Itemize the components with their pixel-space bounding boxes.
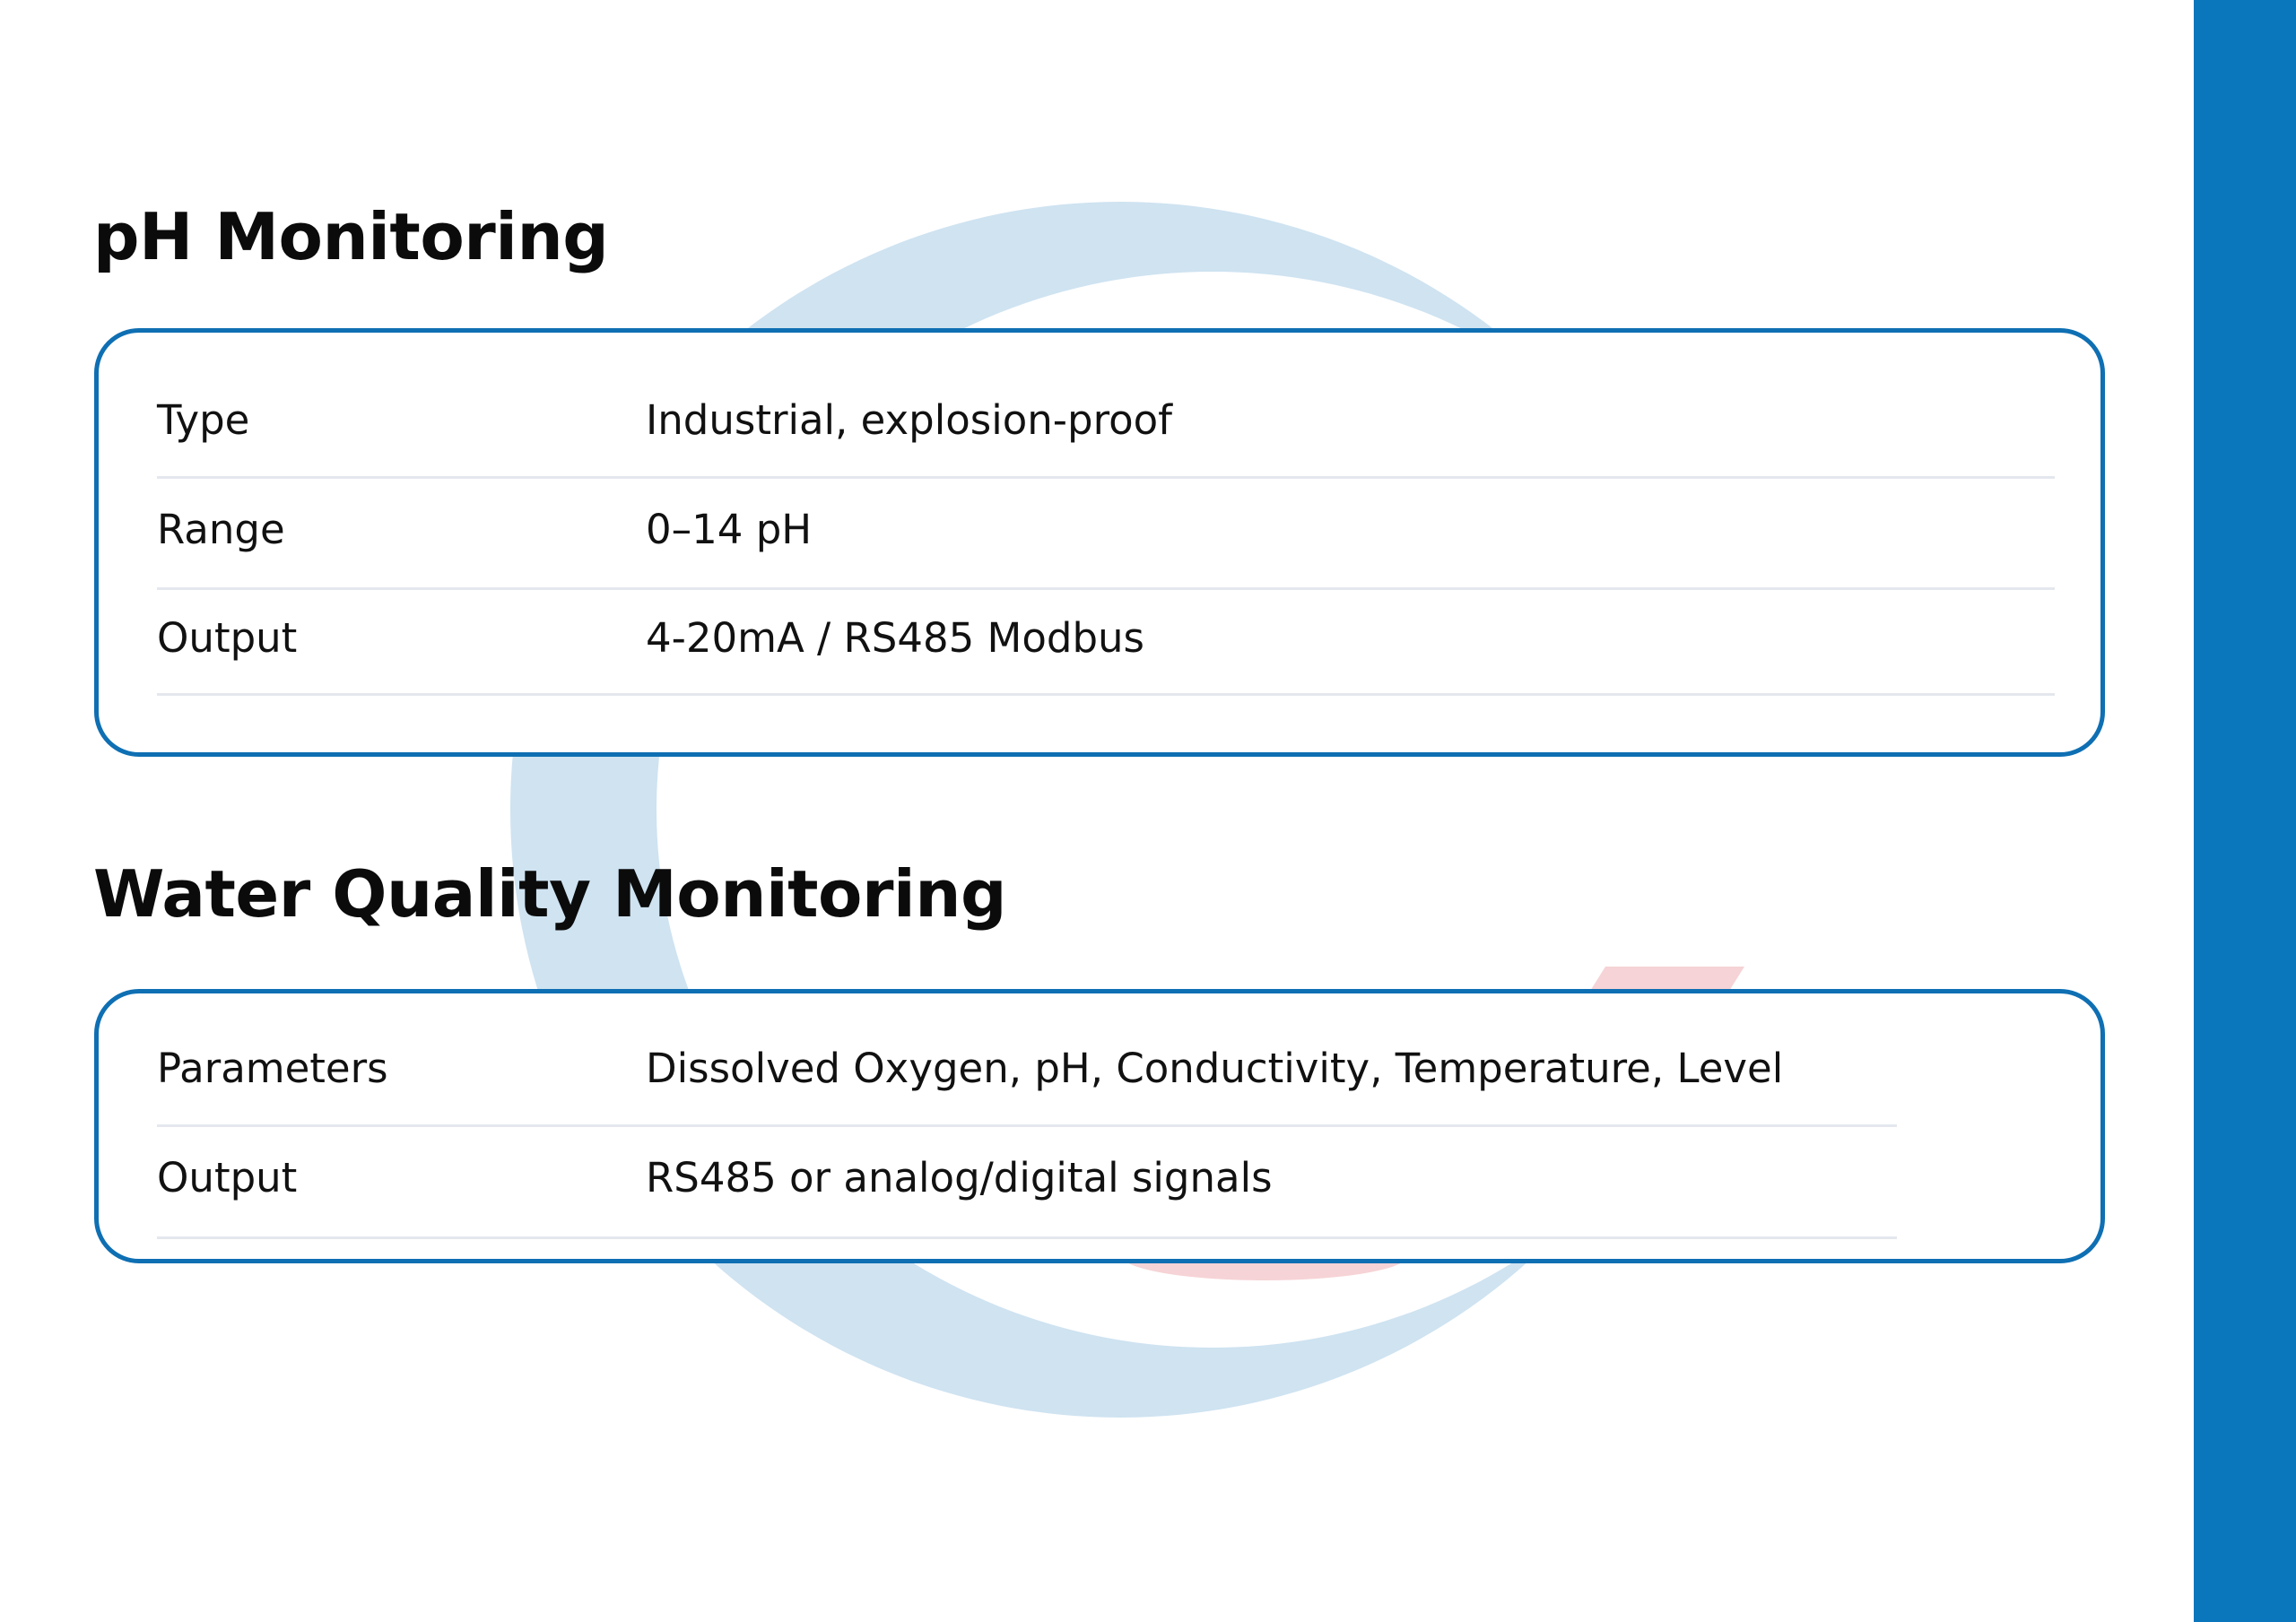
spec-label: Output	[157, 1154, 298, 1201]
spec-value: Industrial, explosion-proof	[646, 395, 1172, 444]
spec-row: Output RS485 or analog/digital signals	[157, 1127, 1897, 1239]
spec-label: Type	[157, 395, 250, 444]
spec-label: Range	[157, 505, 285, 553]
water-quality-spec-card: Parameters Dissolved Oxygen, pH, Conduct…	[94, 989, 2105, 1263]
spec-row: Parameters Dissolved Oxygen, pH, Conduct…	[157, 1019, 1897, 1127]
spec-row: Type Industrial, explosion-proof	[157, 371, 2055, 479]
spec-value: Dissolved Oxygen, pH, Conductivity, Temp…	[646, 1044, 1784, 1092]
spec-value: 4-20mA / RS485 Modbus	[646, 613, 1144, 662]
section-title-water-quality: Water Quality Monitoring	[93, 856, 1007, 932]
ph-spec-card: Type Industrial, explosion-proof Range 0…	[94, 328, 2105, 757]
spec-value: 0–14 pH	[646, 505, 813, 553]
side-accent-bar	[2194, 0, 2296, 1622]
spec-label: Output	[157, 613, 298, 662]
watermark-red-shape	[1587, 967, 1744, 995]
spec-row: Range 0–14 pH	[157, 479, 2055, 590]
spec-value: RS485 or analog/digital signals	[646, 1154, 1273, 1201]
spec-row: Output 4-20mA / RS485 Modbus	[157, 590, 2055, 696]
section-title-ph: pH Monitoring	[93, 199, 609, 274]
spec-label: Parameters	[157, 1044, 388, 1092]
